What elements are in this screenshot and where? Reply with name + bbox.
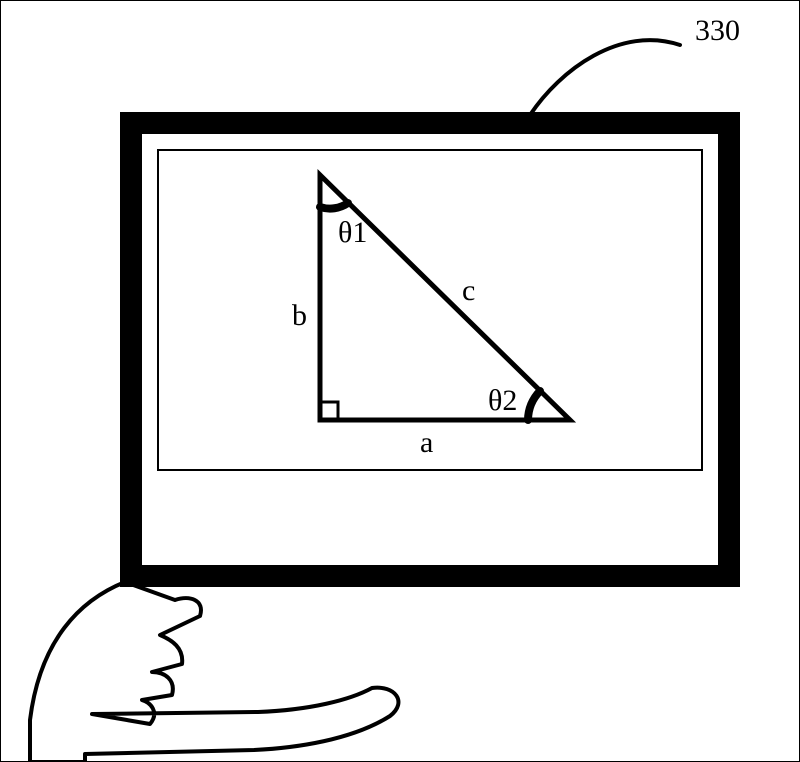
label-side-a: a <box>420 426 433 459</box>
label-theta2: θ2 <box>488 384 517 417</box>
label-side-b: b <box>292 299 307 332</box>
hand-outline <box>30 582 398 762</box>
label-side-c: c <box>462 274 475 307</box>
label-theta1: θ1 <box>338 216 367 249</box>
reference-number: 330 <box>695 14 740 47</box>
leader-line <box>530 40 680 115</box>
